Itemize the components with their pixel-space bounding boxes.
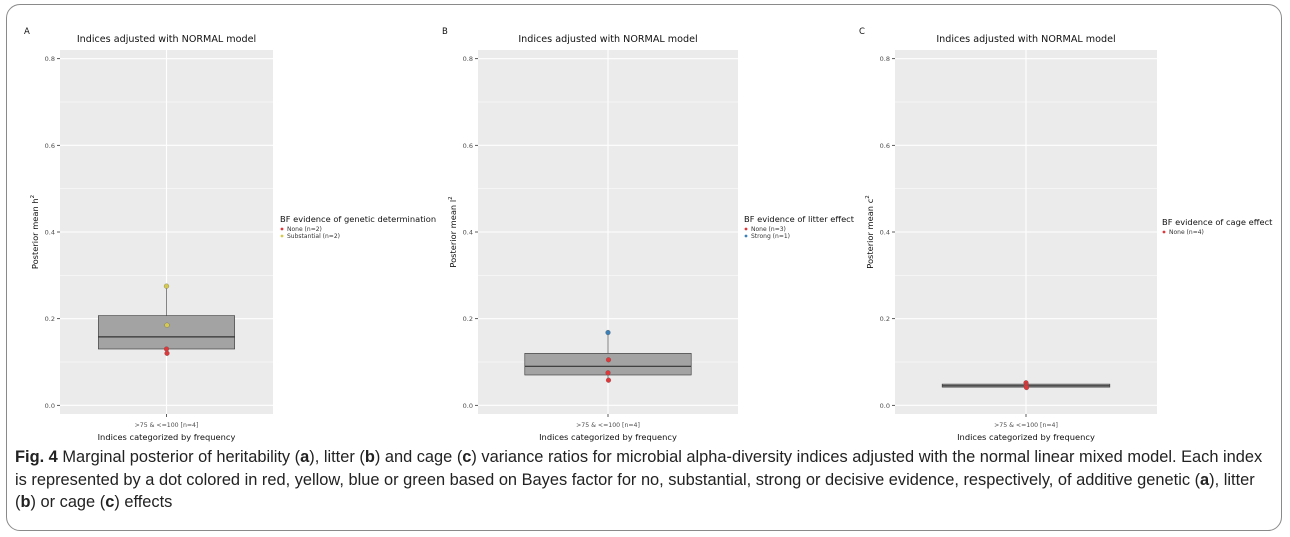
x-tick-label: >75 & <=100 [n=4] <box>135 422 199 429</box>
y-tick-label: 0.4 <box>45 229 55 237</box>
legend-key <box>280 234 284 238</box>
legend-label: None (n=2) <box>287 226 322 233</box>
data-point <box>164 350 170 356</box>
data-point <box>163 283 170 289</box>
y-axis-title: Posterior mean h2 <box>30 195 40 269</box>
y-axis-title-base: Posterior mean l <box>448 200 458 268</box>
y-tick-label: 0.8 <box>880 55 890 63</box>
legend-key <box>1162 230 1166 234</box>
legend-key <box>744 227 748 231</box>
data-point <box>163 346 170 352</box>
y-tick-label: 0.8 <box>45 55 55 63</box>
y-tick-label: 0.2 <box>45 315 55 323</box>
y-axis-title-base: Posterior mean h <box>30 198 40 269</box>
y-tick-label: 0.0 <box>463 402 473 410</box>
x-axis-title: Indices categorized by frequency <box>957 432 1095 442</box>
caption-text-6: ) variance ratios for microbial alpha-di… <box>15 448 1263 489</box>
caption-ref-c: c <box>462 448 472 466</box>
x-tick-label: >75 & <=100 [n=4] <box>576 422 640 429</box>
y-tick-label: 0.8 <box>463 55 473 63</box>
data-point <box>605 377 612 383</box>
panel-label: A <box>24 27 30 37</box>
y-tick-label: 0.4 <box>463 229 473 237</box>
data-point <box>605 357 612 363</box>
chart-panel-b: 0.0 0.2 0.4 0.6 0.8 B Indices adjusted with NO… <box>442 27 855 442</box>
y-axis-title-base: Posterior mean c <box>865 198 875 268</box>
x-axis-title: Indices categorized by frequency <box>539 432 677 442</box>
y-tick-label: 0.0 <box>880 402 890 410</box>
chart-panel-c: 0.0 0.2 0.4 0.6 0.8 C Indices adjusted with NO… <box>859 27 1273 442</box>
y-tick-label: 0.0 <box>45 402 55 410</box>
legend: BF evidence of litter effect None (n=3)St… <box>744 214 855 240</box>
figure-caption: Fig. 4 Marginal posterior of heritabilit… <box>15 446 1277 514</box>
caption-ref-a: a <box>300 448 310 466</box>
y-tick-label: 0.2 <box>880 315 890 323</box>
chart-title: Indices adjusted with NORMAL model <box>77 34 256 45</box>
data-point <box>1023 385 1030 391</box>
caption-text-0: Marginal posterior of heritability ( <box>57 448 301 466</box>
caption-text-4: ) and cage ( <box>374 448 463 466</box>
legend-title: BF evidence of genetic determination <box>280 214 436 224</box>
legend-label: Strong (n=1) <box>751 233 790 240</box>
panel-label: C <box>859 27 865 37</box>
caption-text-8: ), litter ( <box>15 470 1255 512</box>
y-axis-title-superscript: 2 <box>865 195 871 199</box>
figure-panels: 0.0 0.2 0.4 0.6 0.8 A Indices adjusted with NO… <box>24 27 1273 442</box>
x-tick-label: >75 & <=100 [n=4] <box>994 422 1058 429</box>
legend-key <box>280 227 284 231</box>
legend: BF evidence of genetic determination None… <box>280 214 436 240</box>
y-axis-title-superscript: 2 <box>30 195 36 199</box>
chart-title: Indices adjusted with NORMAL model <box>936 34 1115 45</box>
caption-ref-c2: c <box>105 493 115 511</box>
figure-frame <box>6 4 1282 531</box>
y-tick-label: 0.6 <box>880 142 890 150</box>
data-point <box>164 322 170 328</box>
legend-title: BF evidence of litter effect <box>744 214 855 224</box>
chart-title: Indices adjusted with NORMAL model <box>518 34 697 45</box>
legend-key <box>744 234 748 238</box>
y-tick-label: 0.4 <box>880 229 890 237</box>
panel-label: B <box>442 27 448 37</box>
y-tick-label: 0.2 <box>463 315 473 323</box>
x-axis-title: Indices categorized by frequency <box>98 432 236 442</box>
y-axis-title: Posterior mean c2 <box>865 195 875 269</box>
y-tick-label: 0.6 <box>463 142 473 150</box>
legend-label: Substantial (n=2) <box>287 233 340 240</box>
caption-fig-label: Fig. 4 <box>15 448 58 466</box>
chart-panel-a: 0.0 0.2 0.4 0.6 0.8 A Indices adjusted with NO… <box>24 27 436 442</box>
y-tick-label: 0.6 <box>45 142 55 150</box>
data-point <box>605 329 611 336</box>
y-axis-title: Posterior mean l2 <box>448 196 458 267</box>
iqr-box <box>98 315 235 350</box>
legend-label: None (n=4) <box>1169 229 1204 236</box>
caption-text-2: ), litter ( <box>309 448 365 466</box>
y-axis-title-superscript: 2 <box>448 196 454 200</box>
legend-label: None (n=3) <box>751 226 786 233</box>
legend: BF evidence of cage effect None (n=4) <box>1162 217 1273 236</box>
legend-title: BF evidence of cage effect <box>1162 217 1273 227</box>
data-point <box>605 370 611 376</box>
caption-ref-b: b <box>364 448 375 466</box>
caption-ref-a2: a <box>1200 470 1210 489</box>
caption-text-10: ) or cage ( <box>30 493 106 511</box>
caption-text-12: ) effects <box>114 493 173 511</box>
caption-ref-b2: b <box>20 493 31 511</box>
